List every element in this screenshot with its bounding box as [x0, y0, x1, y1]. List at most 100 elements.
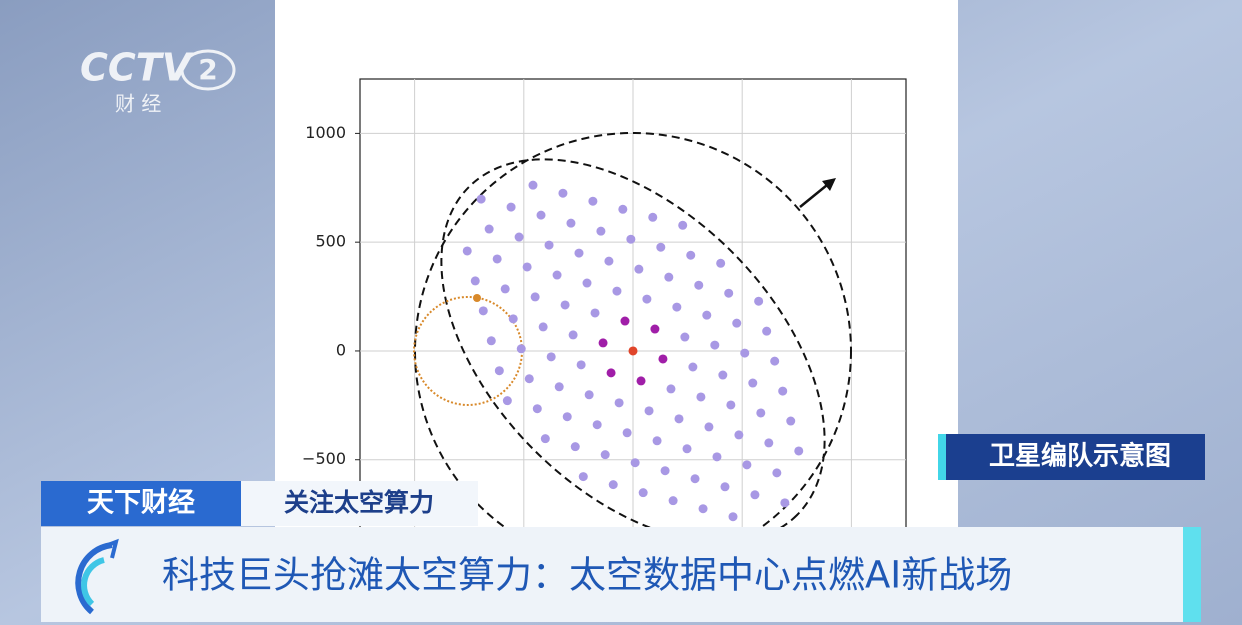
satellite: [764, 438, 774, 448]
satellite: [568, 330, 578, 340]
outer-orbit: [414, 132, 852, 527]
y-tick-label: 1000: [305, 123, 346, 142]
satellite: [614, 398, 624, 408]
satellite: [668, 496, 678, 506]
logo-ring: [180, 49, 236, 91]
satellite: [694, 280, 704, 290]
satellite: [604, 256, 614, 266]
satellite: [740, 348, 750, 358]
satellite: [620, 316, 630, 326]
satellite: [562, 412, 572, 422]
satellite: [566, 218, 576, 228]
satellite: [612, 286, 622, 296]
headline-icon: [75, 538, 119, 615]
logo-number: 2: [198, 53, 217, 86]
figure-panel: [275, 0, 958, 527]
satellite: [672, 302, 682, 312]
satellite: [794, 446, 804, 456]
satellite: [638, 488, 648, 498]
satellite: [644, 406, 654, 416]
program-box: [41, 481, 241, 526]
logo-name: 财 经: [115, 92, 161, 116]
direction-arrow-head: [822, 178, 836, 191]
satellite: [742, 460, 752, 470]
satellite: [582, 278, 592, 288]
inner-orbit: [440, 158, 826, 527]
satellite: [608, 480, 618, 490]
satellite: [674, 414, 684, 424]
satellite: [696, 392, 706, 402]
satellite: [780, 498, 790, 508]
satellite: [486, 336, 496, 346]
satellite: [544, 240, 554, 250]
plot: [355, 78, 907, 527]
satellite: [678, 220, 688, 230]
satellite: [642, 294, 652, 304]
satellite: [558, 188, 568, 198]
satellite: [606, 368, 616, 378]
program: 天下财经: [87, 487, 195, 519]
satellite: [660, 466, 670, 476]
satellite: [720, 482, 730, 492]
satellite: [494, 366, 504, 376]
satellite: [658, 354, 668, 364]
satellite: [536, 210, 546, 220]
logo-channel: CCTV: [80, 46, 194, 90]
satellite: [686, 250, 696, 260]
satellite: [750, 490, 760, 500]
satellite: [688, 362, 698, 372]
satellite: [786, 416, 796, 426]
satellite: [502, 396, 512, 406]
satellite: [772, 468, 782, 478]
satellite: [680, 332, 690, 342]
satellite: [576, 360, 586, 370]
satellite: [724, 288, 734, 298]
satellite: [652, 436, 662, 446]
headline: 科技巨头抢滩太空算力：太空数据中心点燃AI新战场: [162, 554, 1012, 597]
satellite: [682, 444, 692, 454]
satellite: [596, 226, 606, 236]
satellite: [634, 264, 644, 274]
caption: 卫星编队示意图: [989, 441, 1171, 472]
y-tick-label: 0: [336, 340, 346, 359]
satellite: [770, 356, 780, 366]
satellite: [588, 196, 598, 206]
satellite: [492, 254, 502, 264]
satellite: [704, 422, 714, 432]
caption-accent: [938, 434, 946, 480]
satellite: [702, 310, 712, 320]
y-tick-label: 500: [315, 232, 346, 251]
satellite: [650, 324, 660, 334]
satellite: [732, 318, 742, 328]
headline-box: [41, 527, 1201, 622]
y-tick-label: −500: [302, 449, 346, 468]
satellite: [484, 224, 494, 234]
satellite: [748, 378, 758, 388]
satellite: [664, 272, 674, 282]
satellite: [762, 326, 772, 336]
satellite: [554, 382, 564, 392]
satellite: [514, 232, 524, 242]
satellite: [590, 308, 600, 318]
satellite: [524, 374, 534, 384]
caption-box: [938, 434, 1205, 480]
satellite: [618, 204, 628, 214]
satellite: [500, 284, 510, 294]
headline-accent: [1183, 527, 1201, 622]
satellite: [656, 242, 666, 252]
satellite: [698, 504, 708, 514]
satellite: [728, 512, 738, 522]
satellite: [528, 180, 538, 190]
satellite: [598, 338, 608, 348]
satellite: [754, 296, 764, 306]
topic: 关注太空算力: [284, 488, 434, 517]
satellite: [462, 246, 472, 256]
satellite: [712, 452, 722, 462]
satellite: [516, 344, 526, 354]
satellite: [630, 458, 640, 468]
satellite: [522, 262, 532, 272]
satellite: [478, 306, 488, 316]
satellite: [592, 420, 602, 430]
satellite: [530, 292, 540, 302]
